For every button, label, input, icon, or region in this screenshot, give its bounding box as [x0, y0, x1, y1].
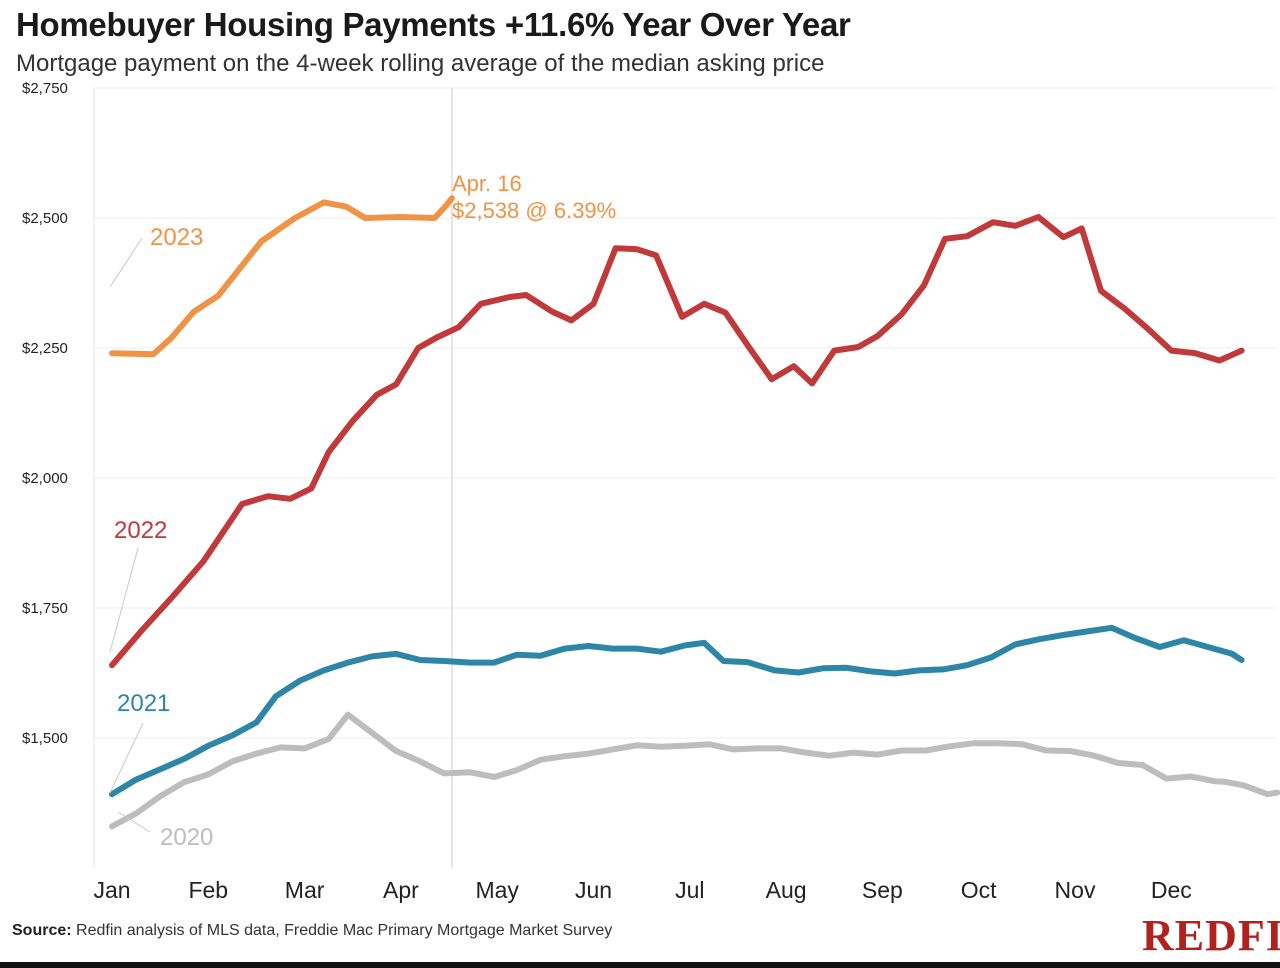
x-tick-label: Mar [285, 877, 325, 903]
series-leader-line [117, 811, 151, 833]
series-line-2022 [109, 214, 1245, 669]
redfin-logo: REDFIN [1142, 911, 1280, 960]
x-tick-label: Feb [188, 877, 228, 903]
y-tick-label: $2,000 [22, 470, 68, 487]
series-leader-line [109, 547, 139, 653]
series-label-2023: 2023 [150, 224, 203, 251]
y-tick-label: $1,750 [22, 600, 68, 617]
annotation-date: Apr. 16 [452, 171, 522, 196]
y-tick-label: $2,750 [22, 80, 68, 97]
x-tick-label: Nov [1055, 877, 1096, 903]
series-label-2021: 2021 [117, 690, 170, 717]
series-line-2021 [109, 624, 1245, 798]
bottom-border [0, 962, 1280, 968]
chart-subtitle: Mortgage payment on the 4-week rolling a… [16, 50, 825, 77]
x-tick-label: Jul [675, 877, 704, 903]
series-leader-line [109, 237, 143, 288]
y-tick-label: $2,500 [22, 210, 68, 227]
y-tick-label: $2,250 [22, 340, 68, 357]
x-tick-label: Apr [383, 877, 419, 903]
x-tick-label: Sep [862, 877, 903, 903]
line-chart: $1,500 $1,750 $2,000 $2,250 $2,500 $2,750 Jan F… [22, 80, 1280, 903]
y-tick-label: $1,500 [22, 730, 68, 747]
series-line-2020 [109, 711, 1280, 830]
series-label-2020: 2020 [160, 824, 213, 851]
source-text: Redfin analysis of MLS data, Freddie Mac… [71, 922, 613, 939]
x-tick-label: Aug [766, 877, 807, 903]
series-label-2022: 2022 [114, 517, 167, 544]
series-leader-line [109, 722, 144, 794]
x-tick-label: Oct [961, 877, 997, 903]
source-label: Source: [12, 922, 72, 939]
x-tick-label: Jun [575, 877, 612, 903]
x-tick-label: May [475, 877, 519, 903]
chart-title: Homebuyer Housing Payments +11.6% Year O… [16, 6, 851, 43]
series-line-2023 [109, 195, 455, 358]
source-note: Source: Redfin analysis of MLS data, Fre… [12, 922, 612, 940]
x-tick-label: Jan [93, 877, 130, 903]
annotation-value: $2,538 @ 6.39% [452, 198, 616, 223]
x-tick-label: Dec [1151, 877, 1192, 903]
